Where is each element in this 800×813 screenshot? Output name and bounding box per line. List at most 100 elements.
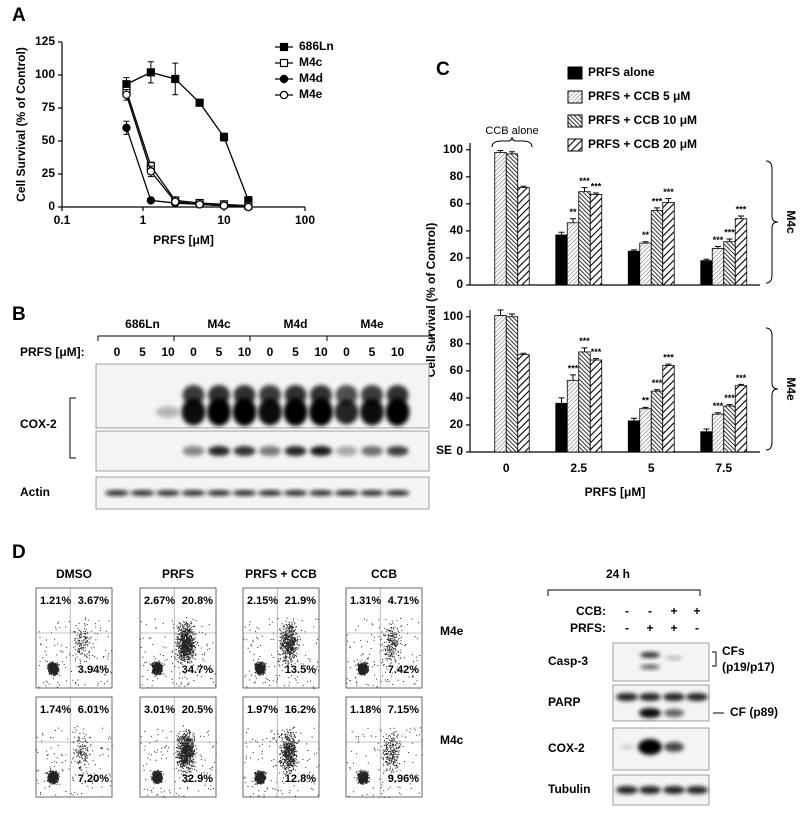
legend-label: M4e — [299, 87, 323, 101]
dose: 5 — [216, 345, 223, 359]
error-bar — [703, 428, 710, 432]
cell-line-label: M4c — [207, 317, 231, 331]
marker — [244, 202, 253, 212]
blot-band — [361, 385, 383, 405]
quadrant-percent: 32.9% — [182, 773, 213, 785]
bar — [627, 420, 641, 453]
blot-band — [208, 385, 230, 405]
bar — [723, 405, 736, 453]
panel-label: D — [12, 542, 26, 563]
blot-band — [208, 446, 230, 456]
bar — [639, 408, 652, 453]
bar — [566, 379, 580, 453]
quadrant-percent: 3.94% — [78, 664, 109, 676]
bar — [578, 351, 591, 453]
error-bar — [654, 207, 660, 211]
quadrant-percent: 20.8% — [182, 595, 213, 607]
row-label: COX-2 — [548, 741, 585, 755]
blot-band — [283, 490, 308, 496]
dose: 10 — [314, 345, 328, 359]
flow-dots — [140, 617, 216, 689]
blot-band — [181, 398, 206, 426]
bar — [627, 250, 641, 286]
bar — [555, 402, 568, 453]
error-bar — [509, 151, 515, 154]
legend-label: PRFS + CCB 5 μM — [588, 89, 690, 103]
bar — [555, 234, 568, 286]
significance: ** — [642, 396, 650, 406]
y-tick-label: 20 — [450, 250, 464, 264]
marker — [122, 123, 131, 133]
fragment-label: (p19/p17) — [722, 660, 775, 674]
blot-band — [640, 652, 660, 658]
marker — [146, 68, 155, 77]
error-bar — [715, 412, 721, 415]
blot-band — [620, 744, 634, 750]
error-bar — [654, 389, 660, 392]
bar — [662, 202, 675, 286]
dose-label: PRFS [μM]: — [20, 345, 85, 359]
blot — [612, 684, 710, 722]
flow-dots — [346, 618, 421, 688]
significance: *** — [663, 352, 674, 362]
panel-label: A — [12, 5, 26, 26]
quadrant-percent: 1.74% — [40, 704, 71, 716]
y-tick-label: 40 — [450, 390, 464, 404]
blot-band — [156, 406, 180, 418]
blot-band — [207, 490, 231, 496]
blot-band — [663, 693, 685, 701]
blot-band — [258, 490, 282, 496]
error-bar — [520, 185, 527, 188]
brace — [765, 160, 779, 284]
y-tick-label: 0 — [48, 199, 55, 213]
dose: 0 — [267, 345, 274, 359]
cell-line-label: 686Ln — [125, 317, 160, 331]
flow-dots — [140, 725, 217, 798]
quadrant-percent: 1.18% — [350, 704, 381, 716]
bar — [639, 242, 652, 286]
marker — [279, 74, 289, 84]
blot-band — [616, 693, 638, 701]
blot-band — [156, 490, 180, 496]
quadrant-percent: 20.5% — [182, 704, 213, 716]
blot-band — [639, 693, 661, 701]
legend-label: M4d — [299, 71, 323, 85]
error-bar — [726, 238, 733, 242]
fragment-label: CF (p89) — [730, 705, 778, 719]
y-axis-label: Cell Survival (% of Control) — [14, 47, 28, 202]
blot-band — [335, 385, 358, 405]
treatment-label: CCB: — [576, 604, 606, 618]
bar — [662, 365, 675, 453]
blot-band — [310, 446, 332, 456]
significance: *** — [591, 347, 602, 357]
y-tick-label: 80 — [450, 336, 464, 350]
row-label: SE — [436, 443, 452, 457]
blot-band — [664, 709, 684, 717]
error-bar — [738, 383, 744, 386]
error-bar — [570, 374, 576, 381]
y-tick-label: 20 — [450, 417, 464, 431]
quadrant-percent: 12.8% — [285, 773, 316, 785]
error-bar — [665, 197, 672, 203]
y-tick-label: 60 — [450, 363, 464, 377]
bar — [734, 218, 748, 286]
flow-dots — [38, 617, 113, 688]
blot-band — [259, 385, 281, 405]
y-tick-label: 50 — [42, 133, 56, 147]
treatment-sign: + — [646, 621, 653, 635]
annotation: CCB alone — [485, 125, 538, 137]
blot-band — [360, 490, 384, 496]
flow-dots — [243, 726, 320, 798]
y-tick-label: 100 — [443, 142, 463, 156]
y-tick-label: 125 — [35, 34, 55, 48]
error-bar — [703, 258, 710, 261]
bracket — [69, 397, 76, 459]
condition-label: PRFS + CCB — [245, 567, 317, 581]
quadrant-percent: 2.15% — [247, 595, 278, 607]
error-bar — [497, 149, 504, 153]
quadrant-percent: 1.21% — [40, 595, 71, 607]
marker — [279, 58, 289, 68]
y-axis-label: Cell Survival (% of Control) — [424, 223, 438, 378]
blot-band — [232, 490, 257, 496]
row-label: M4e — [440, 624, 464, 638]
